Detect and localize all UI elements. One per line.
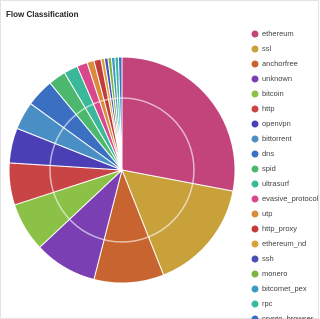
- legend-label: ultrasurf: [262, 179, 290, 188]
- inner-ring: [49, 97, 195, 243]
- legend-swatch: [251, 75, 259, 83]
- pie-slice: [93, 168, 165, 284]
- legend-swatch: [251, 285, 259, 293]
- legend-swatch: [251, 195, 259, 203]
- legend-label: bitcomet_pex: [262, 284, 307, 293]
- legend-label: http_proxy: [262, 224, 297, 233]
- legend-swatch: [251, 30, 259, 38]
- legend-label: crypto_browser: [262, 314, 314, 319]
- legend: ethereum ssl anchorfree unknown bitcoin http o…: [251, 29, 319, 319]
- legend-label: utp: [262, 209, 272, 218]
- legend-swatch: [251, 45, 259, 53]
- legend-label: openvpn: [262, 119, 291, 128]
- legend-swatch: [251, 300, 259, 308]
- legend-label: ethereum_nd: [262, 239, 306, 248]
- legend-swatch: [251, 270, 259, 278]
- legend-label: spid: [262, 164, 276, 173]
- legend-label: ssl: [262, 44, 272, 53]
- legend-label: anchorfree: [262, 59, 298, 68]
- legend-swatch: [251, 255, 259, 263]
- legend-swatch: [251, 135, 259, 143]
- legend-label: rpc: [262, 299, 273, 308]
- legend-label: monero: [262, 269, 287, 278]
- legend-swatch: [251, 90, 259, 98]
- legend-label: bitcoin: [262, 89, 284, 98]
- legend-label: bittorrent: [262, 134, 293, 143]
- legend-swatch: [251, 210, 259, 218]
- pie-slice: [121, 56, 236, 192]
- pie-slice: [117, 56, 123, 171]
- legend-swatch: [251, 120, 259, 128]
- legend-swatch: [251, 315, 259, 319]
- chart-title: Flow Classification: [6, 10, 79, 19]
- legend-swatch: [251, 60, 259, 68]
- legend-label: dns: [262, 149, 274, 158]
- legend-label: unknown: [262, 74, 292, 83]
- legend-label: ssh: [262, 254, 274, 263]
- pie-slice: [121, 169, 234, 276]
- legend-swatch: [251, 240, 259, 248]
- legend-label: ethereum: [262, 29, 294, 38]
- pie: [8, 56, 236, 284]
- legend-swatch: [251, 180, 259, 188]
- legend-swatch: [251, 150, 259, 158]
- legend-swatch: [251, 105, 259, 113]
- legend-label: http: [262, 104, 275, 113]
- legend-swatch: [251, 225, 259, 233]
- legend-label: evasive_protocol: [262, 194, 319, 203]
- legend-swatch: [251, 165, 259, 173]
